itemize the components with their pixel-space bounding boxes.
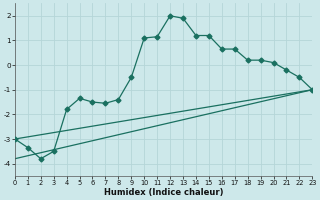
X-axis label: Humidex (Indice chaleur): Humidex (Indice chaleur)	[104, 188, 223, 197]
